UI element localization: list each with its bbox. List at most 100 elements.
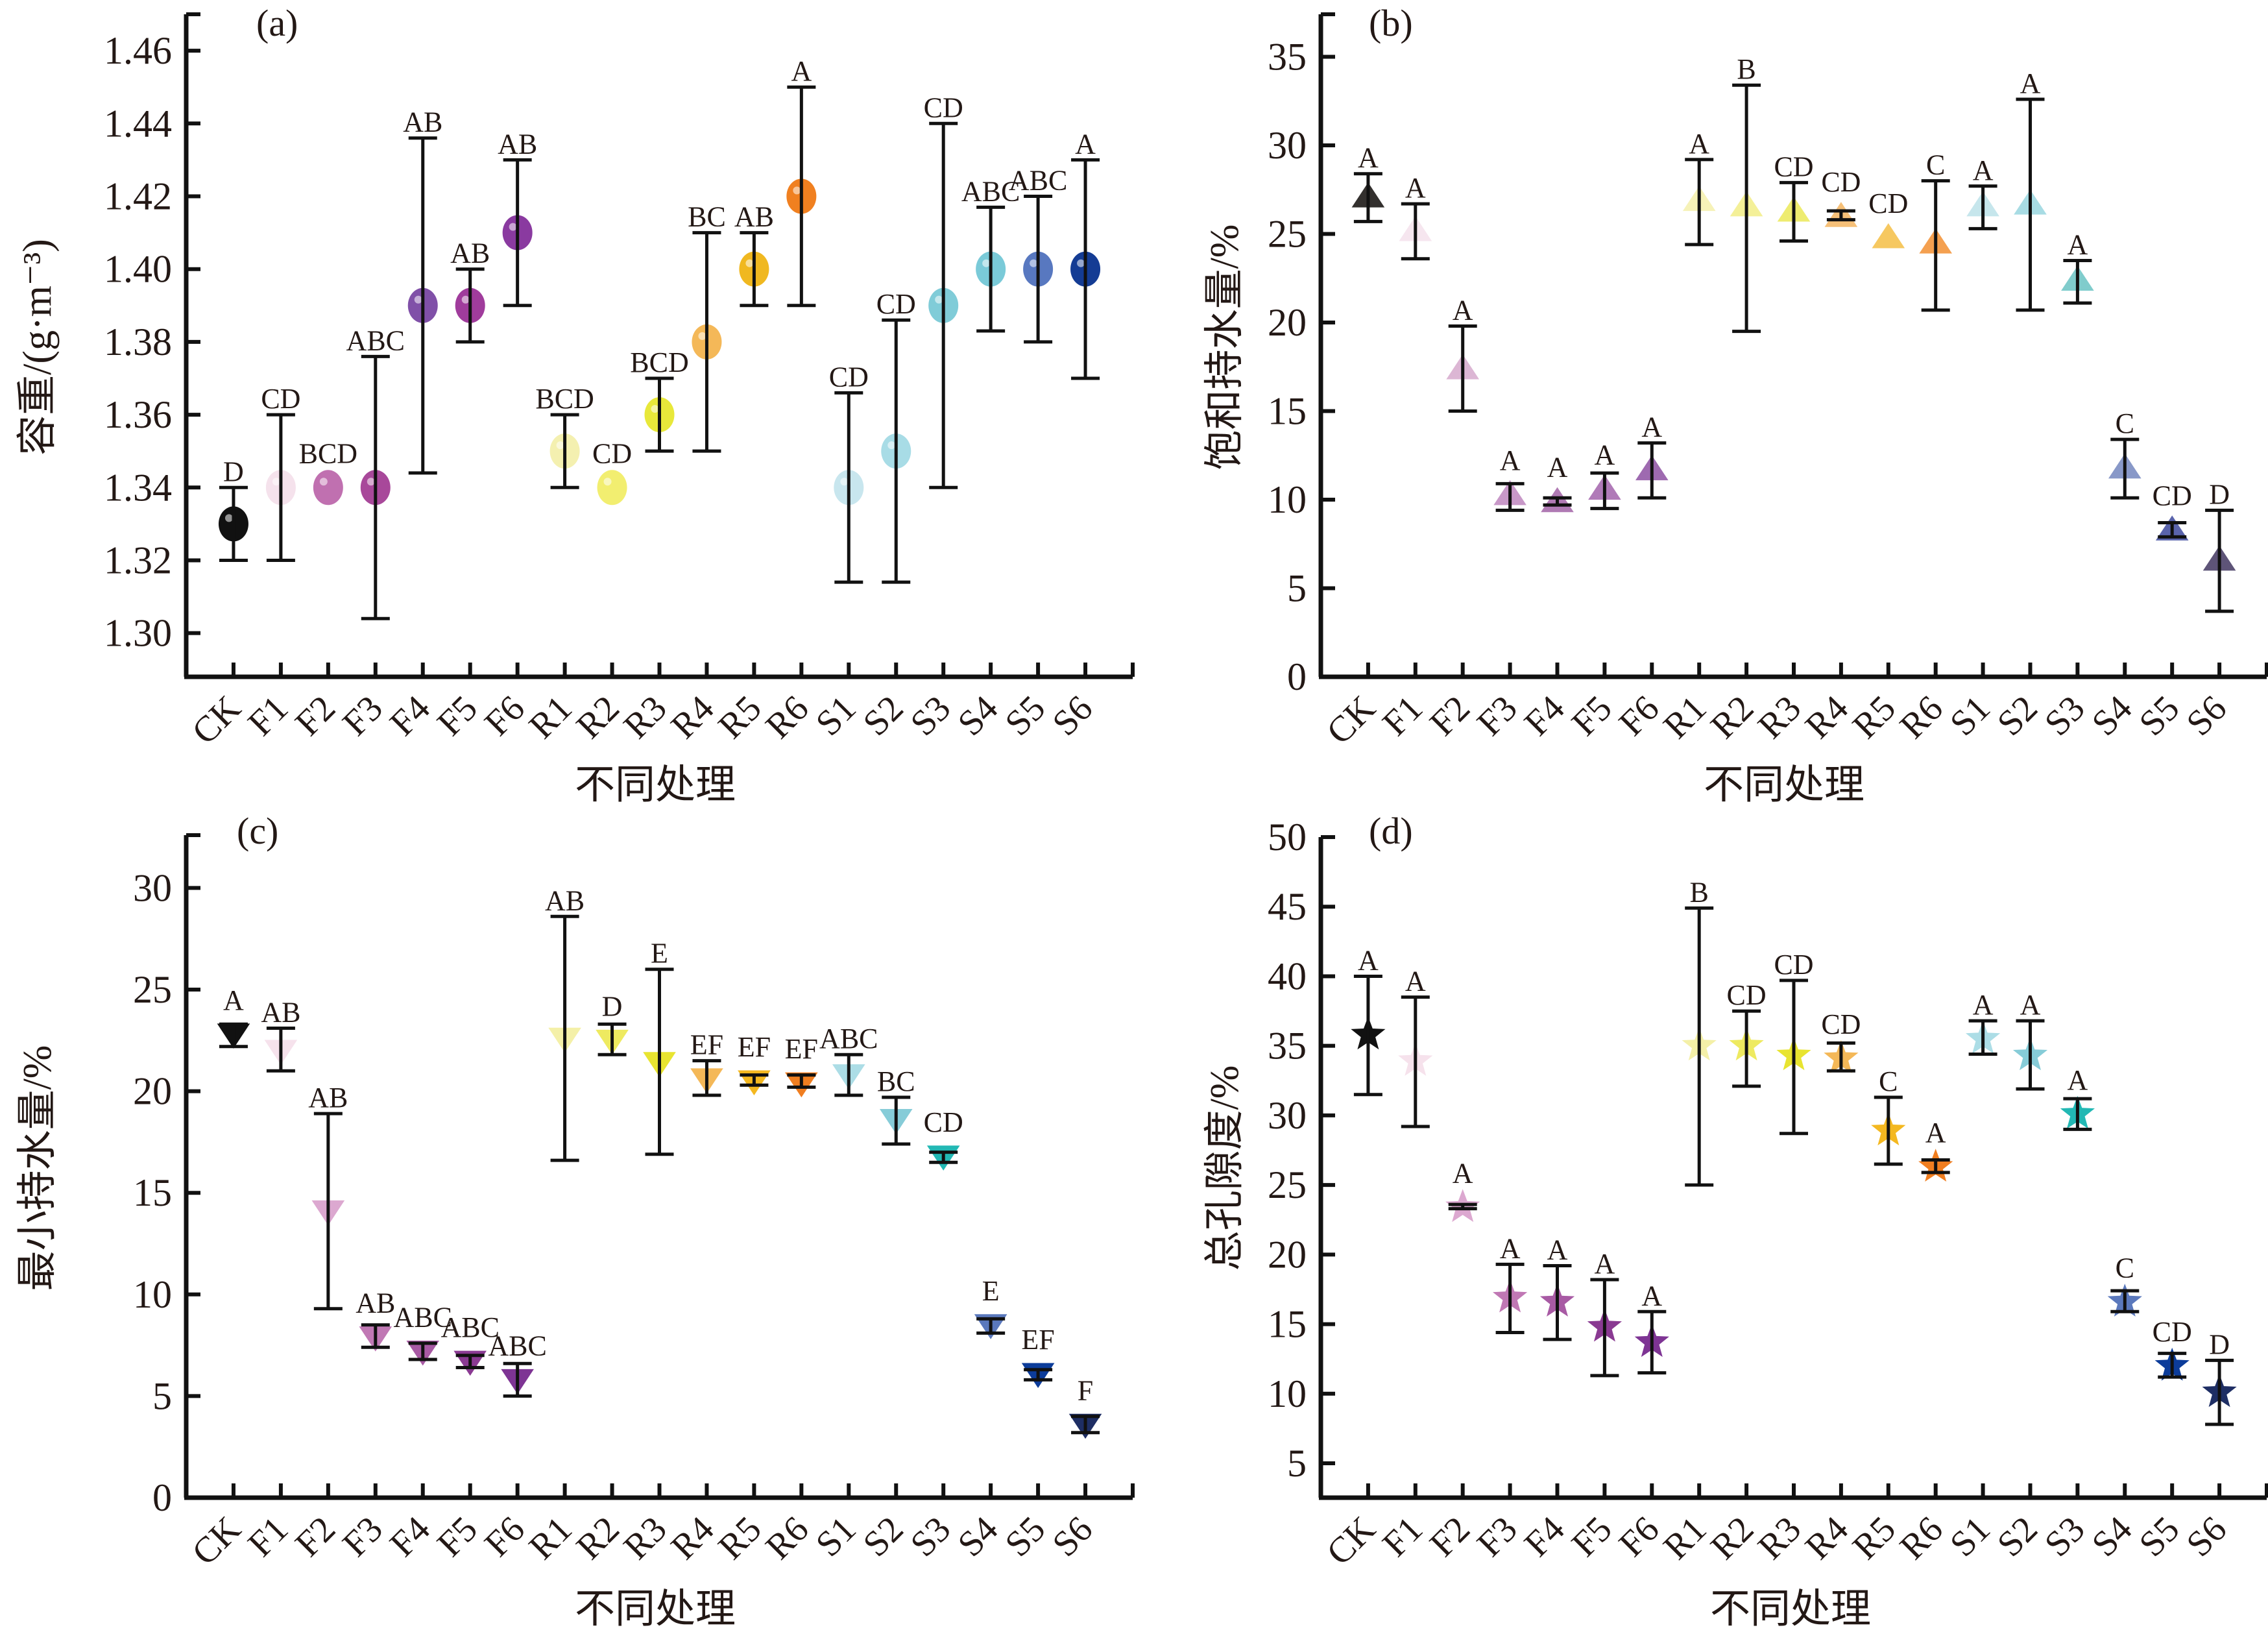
significance-label: A — [1547, 1234, 1568, 1266]
significance-label: EF — [1021, 1324, 1054, 1356]
significance-label: A — [1641, 1280, 1662, 1311]
data-point-group: A — [1398, 966, 1433, 1128]
data-point-highlight — [1077, 259, 1085, 267]
significance-label: AB — [308, 1082, 348, 1114]
significance-label: CD — [829, 361, 869, 393]
significance-label: A — [1500, 1232, 1521, 1264]
panel-label: (d) — [1369, 810, 1413, 852]
panel-d: (d) 总孔隙度/% 不同处理 5101520253035404550CKF1F… — [1203, 810, 2268, 1631]
significance-label: CD — [261, 383, 300, 415]
significance-label: CD — [1727, 979, 1767, 1011]
significance-label: AB — [403, 106, 442, 138]
significance-label: AB — [261, 997, 300, 1029]
x-tick-label: R6 — [758, 1509, 816, 1567]
panel-c: (c) 最小持水量/% 不同处理 051015202530CKF1F2F3F4F… — [16, 810, 1135, 1631]
y-tick-label: 25 — [1268, 1163, 1307, 1206]
data-point-group: BC — [688, 201, 726, 453]
significance-label: A — [2068, 228, 2088, 260]
significance-label: A — [2020, 67, 2041, 99]
y-tick-label: 1.34 — [104, 466, 172, 509]
y-tick-label: 15 — [1268, 1303, 1307, 1346]
data-point-highlight — [840, 478, 849, 486]
significance-label: C — [1879, 1066, 1898, 1097]
data-point-group: AB — [261, 997, 300, 1073]
data-point-group: BCD — [299, 437, 357, 505]
significance-label: D — [2209, 478, 2230, 510]
data-point-group: CD — [829, 361, 869, 584]
significance-label: F — [1078, 1374, 1093, 1406]
data-point-group: D — [218, 456, 248, 562]
significance-label: AB — [545, 884, 585, 916]
data-point-highlight — [793, 186, 801, 195]
y-tick-label: 0 — [152, 1476, 172, 1519]
significance-label: E — [982, 1275, 1000, 1307]
data-point-group: E — [974, 1275, 1007, 1339]
significance-label: CD — [2153, 1316, 2192, 1348]
data-point-group: A — [1588, 439, 1621, 511]
x-axis-title: 不同处理 — [575, 1587, 736, 1631]
y-tick-label: 25 — [1268, 213, 1307, 256]
data-point-group: B — [1682, 876, 1717, 1187]
data-point-group: A — [1493, 1232, 1528, 1334]
panel-label: (a) — [256, 2, 298, 44]
data-point-group: EF — [785, 1033, 818, 1098]
y-axis-title: 饱和持水量/% — [1203, 225, 1247, 470]
data-point-group: D — [2202, 1328, 2237, 1426]
data-point-group: E — [643, 938, 676, 1156]
y-tick-label: 45 — [1268, 885, 1307, 928]
significance-label: A — [1453, 1157, 1473, 1189]
data-point-highlight — [272, 478, 280, 486]
y-tick-label: 5 — [1287, 1442, 1307, 1485]
data-point-group: ABC — [1009, 164, 1067, 344]
significance-label: BC — [688, 201, 726, 233]
significance-label: E — [651, 938, 668, 969]
data-point-group: CD — [876, 288, 916, 584]
significance-label: CD — [1774, 151, 1813, 182]
significance-label: AB — [734, 201, 774, 233]
significance-label: A — [1358, 142, 1379, 174]
x-tick-label: R6 — [1892, 688, 1951, 746]
significance-label: B — [1737, 53, 1755, 85]
data-point-group: A — [1493, 445, 1526, 512]
significance-label: C — [2116, 408, 2134, 439]
data-point-highlight — [698, 332, 706, 340]
data-point-group: A — [1446, 294, 1479, 413]
y-tick-label: 1.36 — [104, 393, 172, 436]
significance-label: ABC — [440, 1311, 499, 1343]
data-point-group: D — [596, 990, 629, 1056]
data-point-group: A — [1918, 1117, 1953, 1182]
y-tick-label: 10 — [133, 1273, 172, 1316]
y-axis-title: 最小持水量/% — [16, 1045, 60, 1291]
data-point-group: EF — [690, 1029, 723, 1097]
x-tick-label: CK — [184, 1509, 248, 1573]
data-point-group: A — [1539, 1234, 1575, 1341]
data-point-group: A — [1966, 989, 2001, 1056]
data-point-highlight — [509, 223, 517, 231]
data-point-highlight — [887, 441, 896, 450]
significance-label: A — [1595, 1248, 1615, 1280]
data-point-group: CD — [2153, 480, 2192, 541]
significance-label: BC — [877, 1066, 915, 1097]
data-point-group: CD — [2153, 1316, 2192, 1381]
y-tick-label: 15 — [1268, 390, 1307, 433]
significance-label: A — [1641, 411, 1662, 443]
significance-label: AB — [450, 237, 490, 269]
data-point-group: A — [1541, 452, 1574, 513]
x-tick-label: S6 — [2179, 688, 2235, 744]
x-tick-label: CK — [184, 688, 248, 752]
plot-area: 1.301.321.341.361.381.401.421.441.46CKF1… — [104, 12, 1135, 752]
data-point-group: CD — [1868, 188, 1908, 249]
significance-label: CD — [876, 288, 916, 320]
panel-a: (a) 容重/(g·m⁻³) 不同处理 1.30 1.32 1.34 1.36 1.38… — [16, 2, 1135, 807]
significance-label: ABC — [394, 1302, 452, 1334]
data-point-group: ABC — [346, 324, 405, 620]
significance-label: D — [602, 990, 623, 1022]
y-tick-label: 30 — [133, 866, 172, 909]
significance-label: ABC — [819, 1023, 878, 1054]
plot-area: 5101520253035404550CKF1F2F3F4F5F6R1R2R3R… — [1268, 816, 2268, 1573]
significance-label: CD — [1821, 1008, 1861, 1040]
data-point-group: AB — [308, 1082, 348, 1311]
significance-label: AB — [498, 128, 537, 160]
data-point-highlight — [651, 405, 659, 413]
data-point-group: A — [217, 984, 250, 1049]
